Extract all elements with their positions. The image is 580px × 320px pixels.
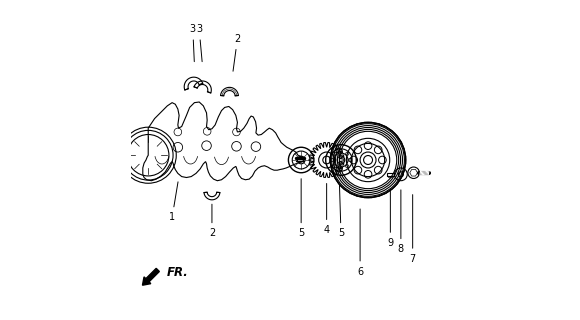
Text: 1: 1 <box>169 182 178 222</box>
Text: 9: 9 <box>387 190 393 248</box>
Text: 5: 5 <box>338 185 344 238</box>
Text: 7: 7 <box>409 195 416 264</box>
Text: FR.: FR. <box>166 266 188 279</box>
Text: 3: 3 <box>196 24 202 62</box>
Text: 2: 2 <box>209 204 215 238</box>
Text: 3: 3 <box>190 24 196 62</box>
Text: 4: 4 <box>324 183 329 235</box>
Text: 8: 8 <box>398 190 404 254</box>
Text: 5: 5 <box>298 179 304 238</box>
FancyArrow shape <box>143 268 160 285</box>
Text: 2: 2 <box>233 34 241 71</box>
Text: 6: 6 <box>357 209 363 276</box>
